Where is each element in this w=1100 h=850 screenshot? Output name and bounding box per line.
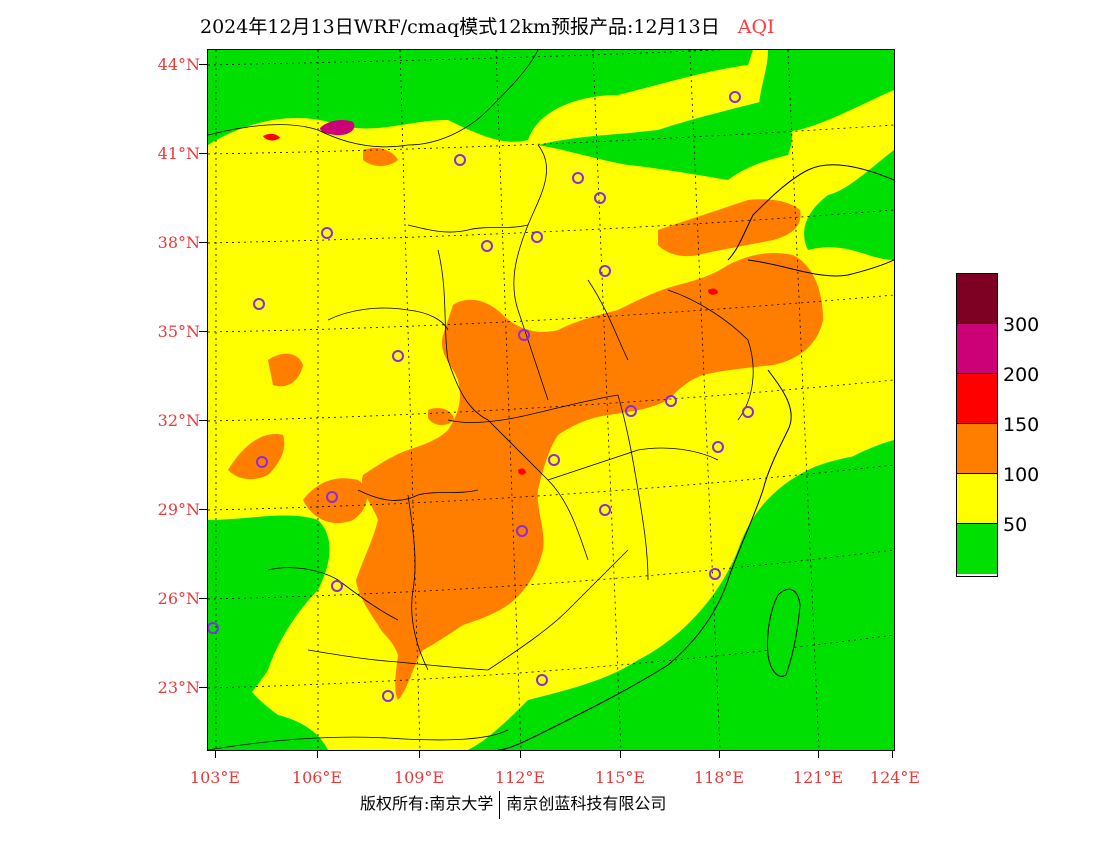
lon-tick (317, 750, 318, 758)
unhealthy-aqi-spot-2 (708, 288, 718, 295)
station-marker (253, 298, 265, 310)
station-marker (594, 192, 606, 204)
moderate-aqi-patch-north (208, 241, 358, 306)
lat-label-38: 38°N (157, 233, 200, 252)
aqi-map-canvas (208, 50, 894, 750)
station-marker (599, 504, 611, 516)
company-text: 南京创蓝科技有限公司 (506, 794, 667, 813)
legend-label-150: 150 (1003, 414, 1040, 436)
unhealthy-aqi-spot-1 (263, 133, 280, 141)
good-aqi-strip-west (208, 515, 330, 730)
station-marker (518, 329, 530, 341)
lon-tick (719, 750, 720, 758)
lat-tick (199, 331, 207, 332)
station-marker (742, 406, 754, 418)
usg-aqi-region-west3 (268, 353, 303, 387)
usg-aqi-region-west1 (228, 434, 285, 480)
station-marker (516, 525, 528, 537)
lat-label-29: 29°N (157, 500, 200, 519)
legend-swatch-unhealthy (957, 374, 997, 424)
taiwan-outline (767, 588, 801, 677)
lat-tick (199, 509, 207, 510)
lon-label-118: 118°E (693, 768, 745, 787)
station-marker (665, 395, 677, 407)
station-marker (709, 568, 721, 580)
legend-swatch-very-unhealthy (957, 324, 997, 374)
graticule (208, 50, 894, 750)
good-aqi-coast-southeast (468, 440, 894, 750)
station-marker (625, 405, 637, 417)
lat-label-44: 44°N (157, 55, 200, 74)
lat-label-35: 35°N (157, 322, 200, 341)
legend-swatch-moderate (957, 474, 997, 524)
lat-label-26: 26°N (157, 589, 200, 608)
copyright-text: 版权所有:南京大学 (360, 794, 494, 813)
station-marker (712, 441, 724, 453)
legend-label-200: 200 (1003, 364, 1040, 386)
usg-aqi-region-lake (428, 408, 454, 426)
coastline (497, 164, 894, 750)
legend-swatch-usg (957, 424, 997, 474)
usg-aqi-region-northeast (658, 199, 801, 257)
lat-tick (199, 64, 207, 65)
legend-label-50: 50 (1003, 514, 1028, 536)
lat-tick (199, 153, 207, 154)
lon-label-115: 115°E (594, 768, 646, 787)
legend-label-100: 100 (1003, 464, 1040, 486)
lat-tick (199, 598, 207, 599)
aqi-map (207, 49, 895, 751)
lon-tick (419, 750, 420, 758)
footer-divider (499, 790, 501, 819)
lon-label-112: 112°E (494, 768, 546, 787)
station-marker (572, 172, 584, 184)
unhealthy-aqi-spot-3 (518, 468, 526, 475)
station-marker (326, 491, 338, 503)
station-marker (531, 231, 543, 243)
station-marker (321, 227, 333, 239)
station-markers (208, 91, 754, 702)
lat-label-32: 32°N (157, 411, 200, 430)
station-marker (208, 622, 219, 634)
station-marker (331, 580, 343, 592)
station-marker (536, 674, 548, 686)
lon-tick (818, 750, 819, 758)
station-marker (481, 240, 493, 252)
map-title-text: 2024年12月13日WRF/cmaq模式12km预报产品:12月13日 (200, 16, 720, 38)
lat-label-41: 41°N (157, 144, 200, 163)
aqi-legend (956, 273, 998, 577)
lon-label-124: 124°E (869, 768, 921, 787)
lon-tick (620, 750, 621, 758)
lon-tick (215, 750, 216, 758)
lon-label-103: 103°E (189, 768, 241, 787)
station-marker (454, 154, 466, 166)
lon-tick (892, 750, 893, 758)
lon-tick (520, 750, 521, 758)
usg-aqi-region-north (363, 148, 398, 166)
station-marker (729, 91, 741, 103)
lon-label-106: 106°E (291, 768, 343, 787)
lon-label-109: 109°E (393, 768, 445, 787)
lat-tick (199, 687, 207, 688)
station-marker (392, 350, 404, 362)
variable-label: AQI (737, 16, 775, 38)
station-marker (382, 690, 394, 702)
station-marker (548, 454, 560, 466)
map-title: 2024年12月13日WRF/cmaq模式12km预报产品:12月13日 AQI (200, 12, 920, 42)
lat-tick (199, 420, 207, 421)
legend-swatch-good (957, 524, 997, 574)
province-boundaries (208, 50, 754, 750)
very-unhealthy-aqi-spot (320, 120, 355, 136)
lon-label-121: 121°E (792, 768, 844, 787)
legend-swatch-hazardous (957, 274, 997, 324)
footer-credits: 版权所有:南京大学 南京创蓝科技有限公司 (360, 790, 666, 819)
legend-label-300: 300 (1003, 314, 1040, 336)
lat-tick (199, 242, 207, 243)
station-marker (256, 456, 268, 468)
good-aqi-north-band (538, 100, 792, 180)
lat-label-23: 23°N (157, 678, 200, 697)
station-marker (599, 265, 611, 277)
